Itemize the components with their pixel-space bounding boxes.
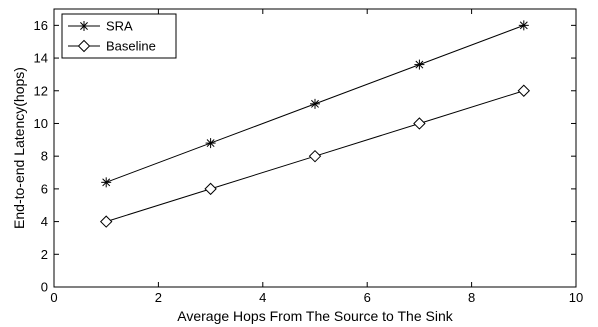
x-tick-label: 0 (50, 290, 57, 305)
series-layer (99, 20, 531, 228)
x-tick-label: 2 (155, 290, 162, 305)
y-tick-label: 14 (34, 51, 48, 66)
legend-box (61, 13, 177, 59)
baseline-point (308, 149, 322, 163)
legend-baseline-label: Baseline (106, 39, 156, 54)
y-tick-label: 2 (41, 247, 48, 262)
baseline-point (99, 215, 113, 228)
x-axis: 0 2 4 6 8 10 (50, 9, 583, 305)
legend: SRA Baseline (61, 13, 177, 59)
x-tick-label: 6 (364, 290, 371, 305)
sra-point (518, 20, 529, 31)
y-axis-label: End-to-end Latency(hops) (11, 67, 27, 229)
sra-point (101, 177, 112, 188)
y-tick-label: 12 (34, 83, 48, 98)
baseline-point (517, 84, 531, 97)
baseline-point (413, 117, 426, 130)
legend-sra-label: SRA (106, 19, 133, 34)
y-tick-label: 4 (41, 214, 48, 229)
sra-point (414, 59, 425, 70)
legend-sra-marker (79, 21, 89, 31)
y-tick-label: 8 (41, 149, 48, 164)
x-tick-label: 10 (569, 290, 583, 305)
y-axis: 0 2 4 6 8 10 12 14 16 (34, 18, 576, 295)
x-tick-label: 8 (468, 290, 475, 305)
y-tick-label: 0 (41, 280, 48, 295)
y-tick-label: 10 (34, 116, 48, 131)
baseline-point (204, 182, 217, 196)
sra-point (310, 98, 320, 109)
x-axis-label: Average Hops From The Source to The Sink (177, 308, 453, 324)
sra-point (205, 138, 216, 149)
y-tick-label: 16 (34, 18, 48, 33)
legend-baseline-marker (77, 39, 91, 53)
y-tick-label: 6 (41, 181, 48, 196)
plot-frame (53, 8, 577, 288)
x-tick-label: 4 (259, 290, 266, 305)
